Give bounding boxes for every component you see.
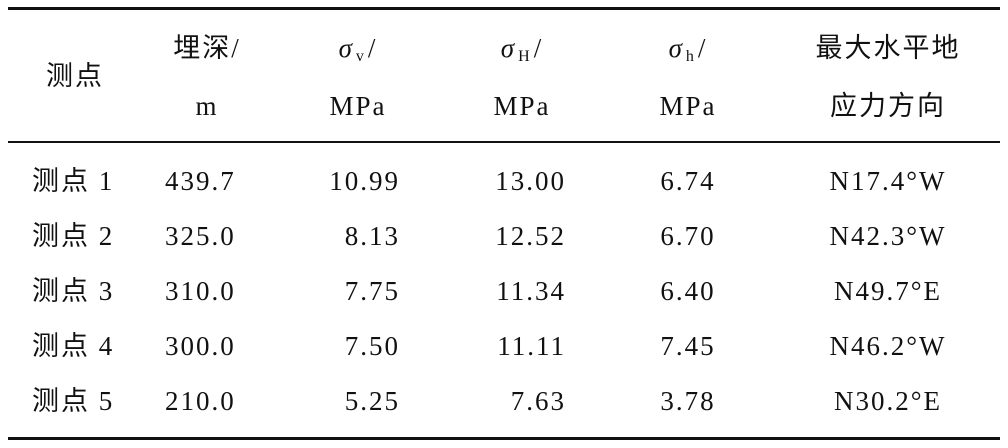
table-cell: 11.34: [496, 276, 566, 306]
header-slash: /: [533, 33, 544, 63]
table-cell: N49.7°E: [833, 276, 943, 306]
bottom-rule: [8, 437, 1000, 440]
header-text: 最大水平地: [815, 33, 961, 63]
header-cell: 测点: [46, 61, 104, 91]
table-cell: N30.2°E: [833, 386, 943, 416]
table-cell: 3.78: [660, 386, 716, 416]
header-unit: MPa: [329, 91, 387, 121]
header-cell: 埋深/: [173, 33, 241, 63]
table-cell: 210.0: [165, 386, 236, 416]
header-symbol: σ: [338, 33, 354, 63]
table-cell: 439.7: [165, 166, 236, 196]
table-cell: 7.45: [660, 331, 716, 361]
header-subscript: v: [355, 48, 366, 65]
table-cell: 5.25: [344, 386, 400, 416]
header-unit: MPa: [493, 91, 551, 121]
table-cell: 8.13: [344, 221, 400, 251]
table-cell: 测点 5: [32, 386, 115, 416]
header-cell: σ h/: [669, 33, 708, 72]
table-cell: 300.0: [165, 331, 236, 361]
table-cell: 测点 3: [32, 276, 115, 306]
table-cell: 325.0: [165, 221, 236, 251]
top-rule: [8, 7, 1000, 10]
header-cell: σ v/: [339, 33, 378, 72]
header-symbol: σ: [500, 33, 517, 63]
table-cell: 12.52: [495, 221, 566, 251]
table-cell: 6.70: [660, 221, 716, 251]
header-slash: /: [697, 33, 708, 63]
table-cell: N46.2°W: [829, 331, 947, 361]
header-unit: 应力方向: [830, 91, 946, 121]
table-cell: N42.3°W: [829, 221, 947, 251]
table-cell: 7.75: [344, 276, 400, 306]
header-unit: m: [195, 91, 219, 121]
table-cell: 测点 1: [32, 166, 115, 196]
table-cell: 测点 4: [32, 331, 115, 361]
table-cell: 测点 2: [32, 221, 115, 251]
header-cell: 最大水平地: [816, 33, 961, 63]
header-slash: /: [367, 33, 378, 63]
header-unit: MPa: [659, 91, 717, 121]
table-cell: 7.50: [344, 331, 400, 361]
header-rule: [8, 141, 1000, 143]
header-cell: σ H/: [501, 33, 543, 72]
table-cell: 11.11: [497, 331, 566, 361]
table-cell: 6.74: [660, 166, 716, 196]
table-cell: 13.00: [495, 166, 566, 196]
table-cell: N17.4°W: [829, 166, 947, 196]
table-cell: 310.0: [165, 276, 236, 306]
header-text: 埋深/: [173, 33, 241, 63]
header-symbol: σ: [668, 33, 684, 63]
table-cell: 6.40: [660, 276, 716, 306]
table-cell: 7.63: [510, 386, 566, 416]
header-subscript: H: [518, 48, 532, 65]
header-subscript: h: [685, 48, 696, 65]
table-cell: 10.99: [329, 166, 400, 196]
